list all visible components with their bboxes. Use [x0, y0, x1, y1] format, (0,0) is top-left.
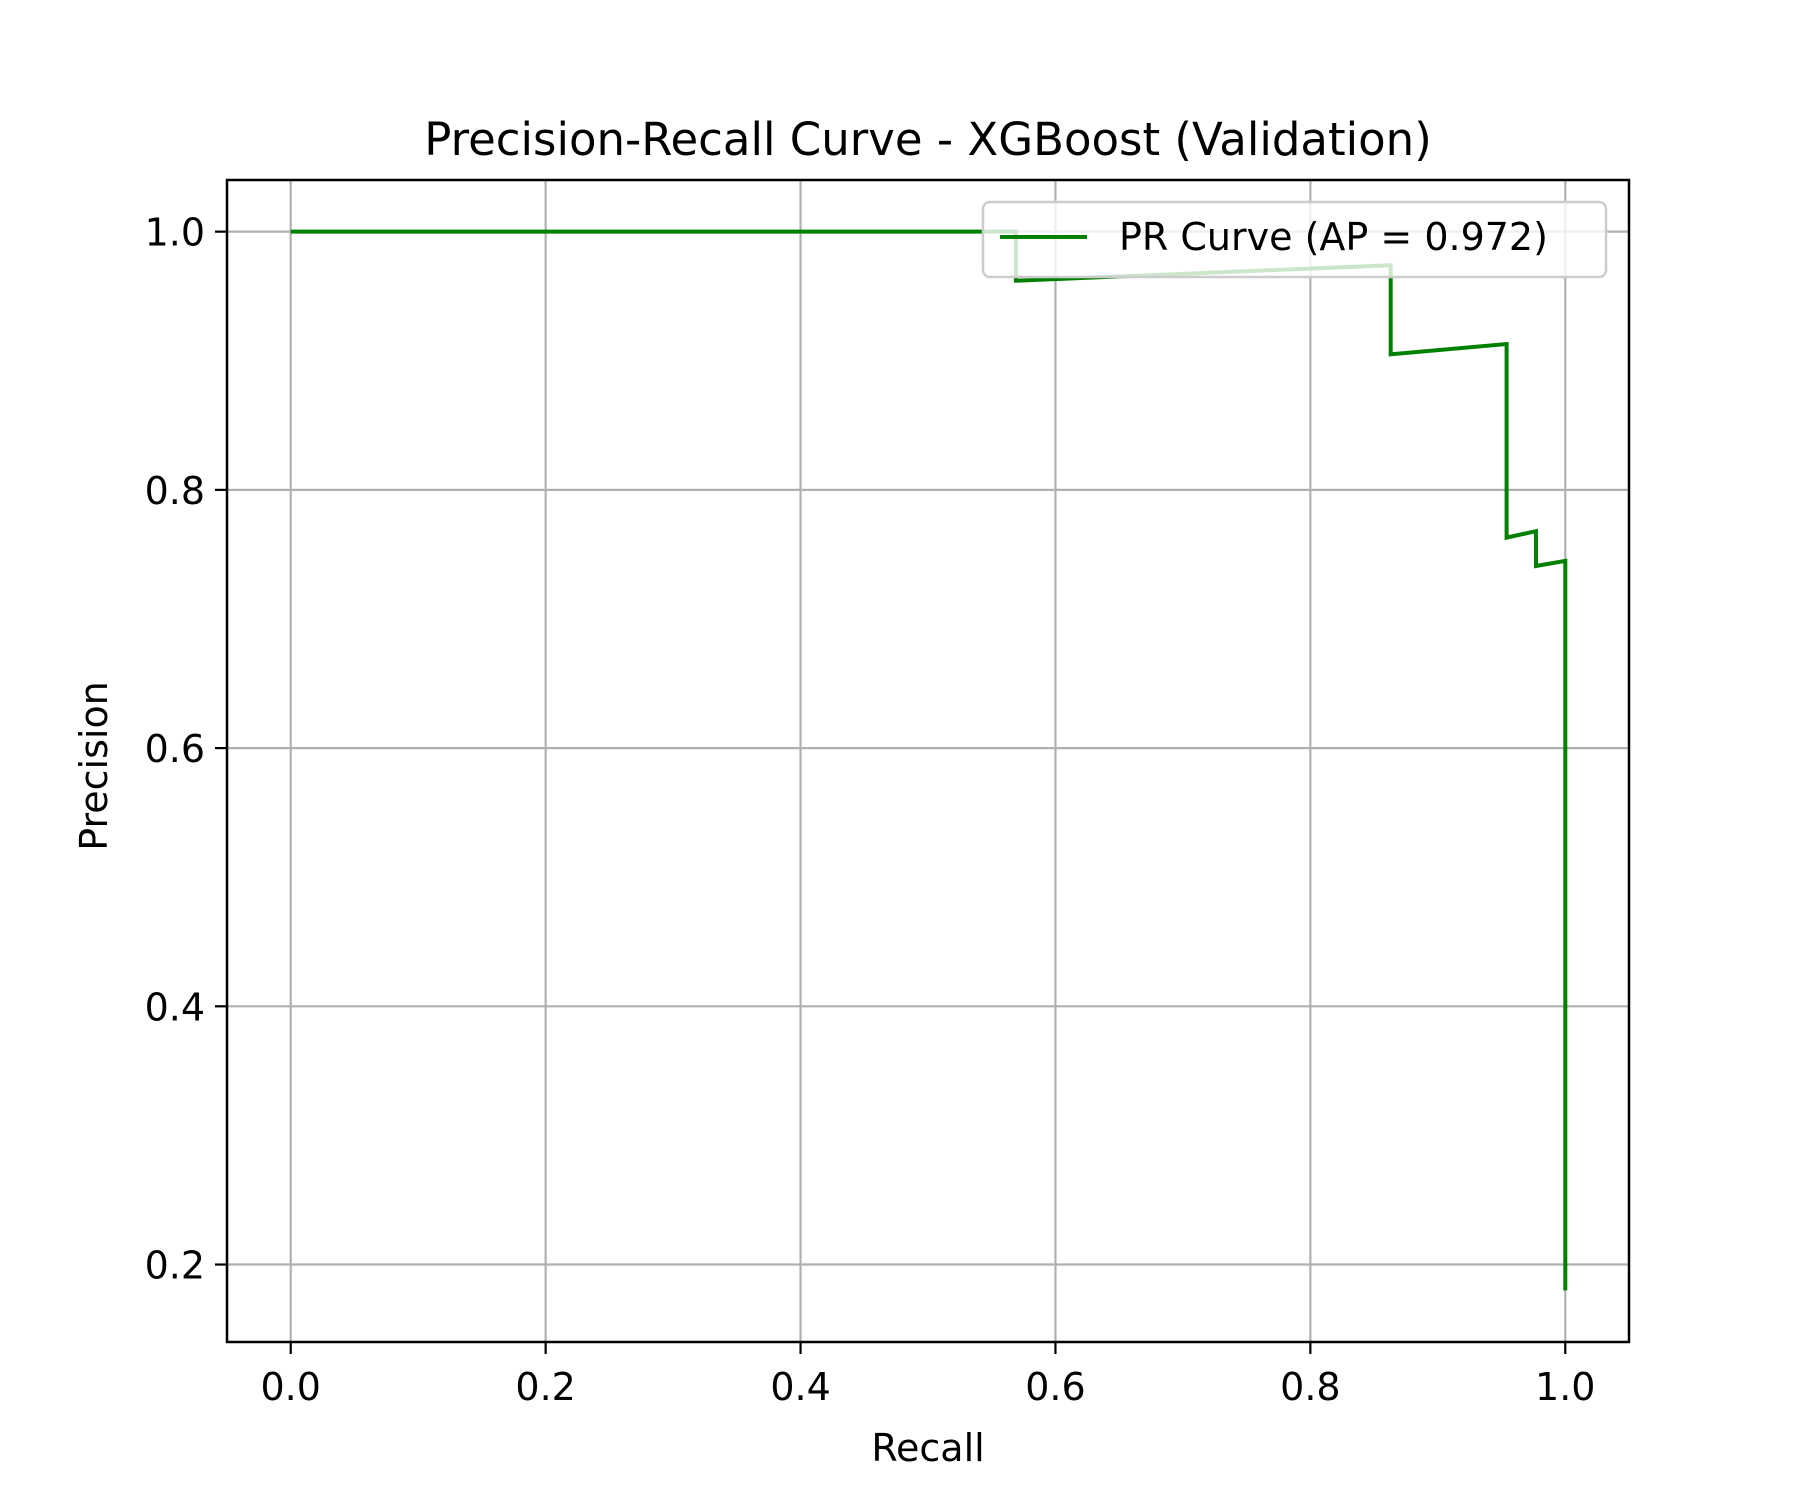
y-tick-label: 0.4	[145, 985, 205, 1029]
grid-layer	[227, 180, 1629, 1342]
x-axis-label: Recall	[871, 1426, 984, 1470]
y-tick-label: 0.8	[145, 469, 205, 513]
y-axis-label: Precision	[72, 681, 116, 851]
series-layer	[290, 229, 1568, 1291]
x-tick-label: 0.0	[261, 1365, 321, 1409]
y-tick-label: 0.6	[145, 727, 205, 771]
x-tick-label: 0.8	[1280, 1365, 1340, 1409]
legend: PR Curve (AP = 0.972)	[981, 200, 1608, 279]
x-tick-label: 0.6	[1025, 1365, 1085, 1409]
legend-label: PR Curve (AP = 0.972)	[1119, 215, 1548, 259]
pr-curve-line	[290, 229, 1568, 1291]
x-tick-label: 0.4	[770, 1365, 830, 1409]
plot-frame	[225, 178, 1631, 1344]
x-tick-label: 1.0	[1535, 1365, 1595, 1409]
legend-box	[981, 200, 1608, 279]
y-tick-label: 0.2	[145, 1244, 205, 1288]
y-tick-label: 1.0	[145, 211, 205, 255]
chart-title: Precision-Recall Curve - XGBoost (Valida…	[424, 113, 1432, 166]
x-tick-label: 0.2	[515, 1365, 575, 1409]
ticks-layer: 0.0 0.2 0.4 0.6 0.8 1.0 0.2 0.4 0.6 0.8 1.0	[145, 211, 1596, 1409]
